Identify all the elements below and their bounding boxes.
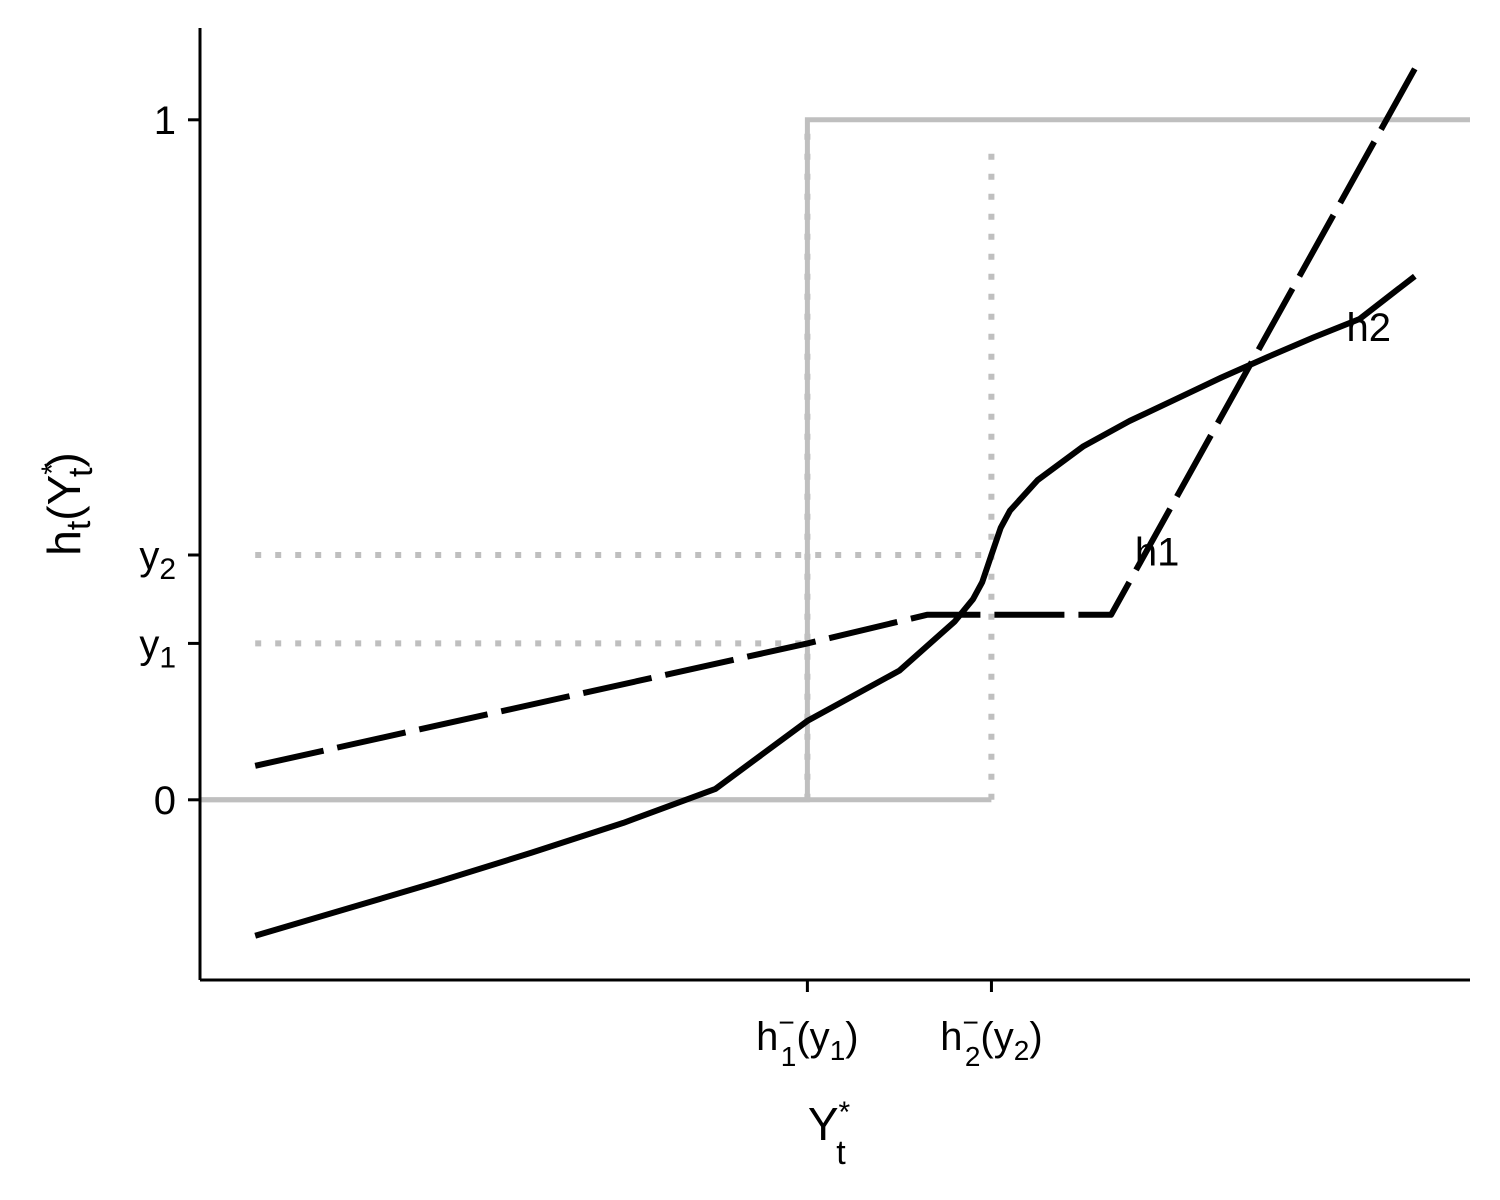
- axes: [198, 28, 1470, 982]
- x-tick-label-0: h− 1(y1): [756, 1007, 858, 1072]
- y-axis-title-open-paren: (: [38, 505, 90, 521]
- x-axis-title-sup: *: [839, 1096, 851, 1129]
- y-axis-title-close-paren: ): [38, 452, 90, 467]
- y-axis-title: ht(Y*t): [36, 452, 100, 556]
- y-tick-label-0: 0: [154, 779, 176, 823]
- series-line-h2: [254, 273, 1417, 939]
- step-functions: [200, 117, 1470, 803]
- y-tick-label-3: 1: [154, 99, 176, 143]
- x-tick-label-1: h− 2(y2): [940, 1007, 1042, 1072]
- series-labels: h1 h2: [1135, 306, 1391, 574]
- guide-lines: [255, 119, 995, 800]
- step-function-0: [200, 117, 1470, 803]
- x-axis-ticks: h− 1(y1) h− 2(y2): [756, 980, 1043, 1072]
- x-axis-title-sub: t: [836, 1134, 846, 1172]
- series-lines: [254, 67, 1418, 939]
- x-axis-title: Y* t: [808, 1096, 851, 1172]
- y-axis-title-fn-sub: t: [60, 520, 98, 530]
- series-label-h1: h1: [1135, 531, 1180, 575]
- y-axis-title-arg-sub: t: [62, 467, 100, 477]
- y-axis-ticks: 0 y1 y2 1: [139, 99, 200, 823]
- series-label-h2: h2: [1347, 306, 1392, 350]
- y-tick-label-2: y2: [139, 534, 176, 586]
- y-axis-title-arg-sup: *: [36, 463, 69, 475]
- x-axis-title-base: Y: [808, 1098, 839, 1150]
- y-axis-title-fn: h: [38, 530, 90, 556]
- y-axis-title-arg-base: Y: [38, 475, 90, 506]
- series-line-h1: [254, 67, 1418, 769]
- y-tick-label-1: y1: [139, 622, 176, 674]
